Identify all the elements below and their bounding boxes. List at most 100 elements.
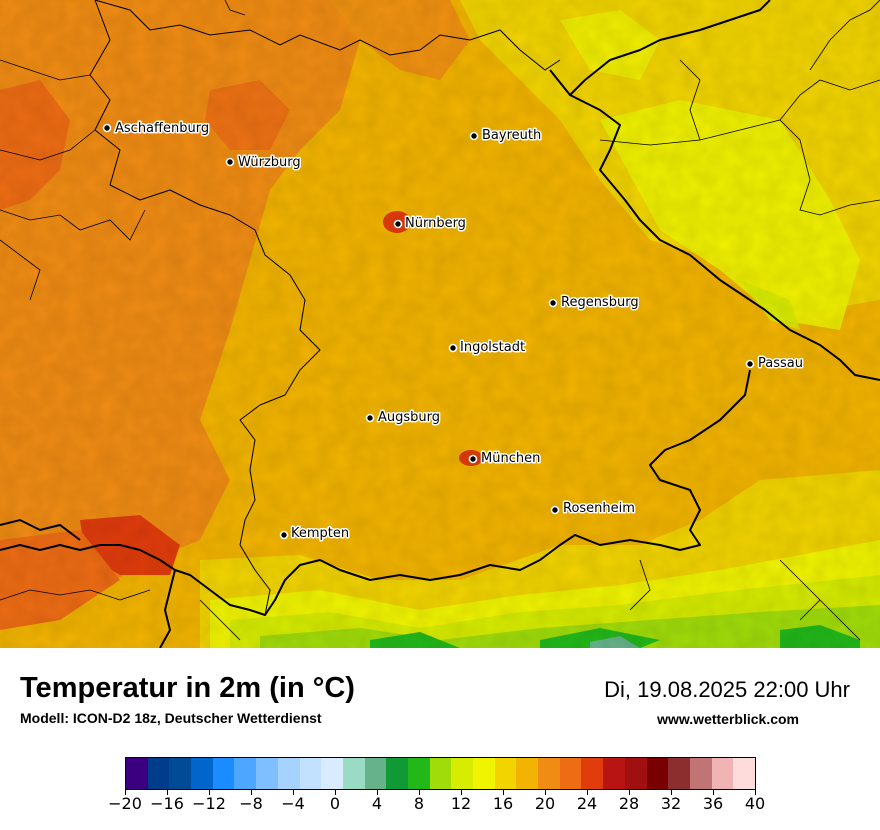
colorbar-tick [545,790,546,795]
colorbar-ticks: −20 −16 −12 −8 −4 0 4 8 12 16 20 24 28 32 36 40 [108,790,765,820]
city-label: Ingolstadt [460,340,525,355]
temperature-colorbar [125,757,756,790]
colorbar-segment [494,758,517,789]
colorbar-tick [209,790,210,795]
colorbar-segment [689,758,712,789]
colorbar-segment [538,758,560,789]
city-label: München [481,451,540,466]
colorbar-tick [503,790,504,795]
colorbar-tick-label: 40 [744,794,766,813]
colorbar-segment [711,758,734,789]
border-czech-inner [599,0,880,216]
city-muenchen: München [468,450,542,468]
city-aschaffenburg: Aschaffenburg [102,120,211,138]
colorbar-segment [407,758,430,789]
colorbar-segment [277,758,300,789]
colorbar-segment [386,758,408,789]
city-marker-icon [102,123,112,133]
colorbar-tick-label: 20 [534,794,556,813]
model-source: Modell: ICON-D2 18z, Deutscher Wetterdie… [20,710,322,726]
colorbar-tick-label: 4 [371,794,383,813]
valid-datetime: Di, 19.08.2025 22:00 Uhr [604,677,850,702]
colorbar-tick-label: 32 [660,794,682,813]
city-rosenheim: Rosenheim [550,500,636,518]
colorbar-tick-label: −8 [239,794,263,813]
city-marker-icon [448,343,458,353]
city-label: Kempten [291,526,349,541]
colorbar-tick-label: 12 [450,794,472,813]
city-passau: Passau [745,355,804,373]
city-kempten: Kempten [279,525,351,543]
colorbar-tick [377,790,378,795]
city-label: Würzburg [238,155,301,170]
colorbar-segment [646,758,669,789]
colorbar-tick-label: −4 [281,794,305,813]
city-label: Rosenheim [563,501,635,516]
city-marker-icon [548,298,558,308]
colorbar-tick [419,790,420,795]
city-label: Aschaffenburg [115,121,209,136]
colorbar-tick [293,790,294,795]
colorbar-tick [461,790,462,795]
colorbar-segment [299,758,322,789]
map-title: Temperatur in 2m (in °C) [20,672,355,704]
colorbar-segment [603,758,625,789]
colorbar-segment [516,758,539,789]
colorbar-tick-label: 16 [492,794,514,813]
colorbar-tick [671,790,672,795]
colorbar-tick-label: 36 [702,794,724,813]
map-footer: Temperatur in 2m (in °C) Modell: ICON-D2… [0,648,880,830]
city-augsburg: Augsburg [365,409,442,427]
colorbar-tick-label: −16 [150,794,184,813]
city-label: Augsburg [378,410,440,425]
colorbar-tick [587,790,588,795]
colorbar-segment [342,758,365,789]
colorbar-tick-label: −20 [108,794,142,813]
colorbar-segment [212,758,235,789]
colorbar-segment [191,758,213,789]
city-ingolstadt: Ingolstadt [448,339,527,357]
city-marker-icon [225,157,235,167]
map-canvas: Aschaffenburg Würzburg Bayreuth Nürnberg… [0,0,880,648]
colorbar-tick-label: 8 [413,794,425,813]
city-marker-icon [279,530,289,540]
colorbar-tick [125,790,126,795]
colorbar-segment [559,758,582,789]
website-link[interactable]: www.wetterblick.com [657,711,799,727]
colorbar-segment [581,758,604,789]
colorbar-segment [169,758,192,789]
city-nuernberg: Nürnberg [393,215,467,233]
city-wuerzburg: Würzburg [225,154,302,172]
field-texture [0,0,880,648]
colorbar-tick-label: 0 [329,794,341,813]
colorbar-segment [321,758,343,789]
city-label: Passau [758,356,803,371]
border-austria [0,369,751,616]
colorbar-tick [251,790,252,795]
city-marker-icon [550,505,560,515]
colorbar-segment [451,758,473,789]
colorbar-tick [335,790,336,795]
state-border-north [94,0,561,71]
colorbar-segment [429,758,452,789]
colorbar-segment [473,758,495,789]
border-switzerland [0,518,176,648]
border-austria-inner [0,559,861,641]
city-marker-icon [745,359,755,369]
colorbar-segment [234,758,257,789]
colorbar-segment [126,758,148,789]
colorbar-tick [755,790,756,795]
city-marker-icon [365,413,375,423]
county-border [0,0,246,301]
colorbar-segment [733,758,755,789]
colorbar-tick [629,790,630,795]
colorbar-tick-label: −12 [192,794,226,813]
colorbar-segment [364,758,387,789]
city-marker-icon [468,454,478,464]
city-regensburg: Regensburg [548,294,640,312]
colorbar-tick [167,790,168,795]
colorbar-segment [256,758,278,789]
city-bayreuth: Bayreuth [469,127,543,145]
temperature-map: Aschaffenburg Würzburg Bayreuth Nürnberg… [0,0,880,649]
colorbar-segment [668,758,690,789]
